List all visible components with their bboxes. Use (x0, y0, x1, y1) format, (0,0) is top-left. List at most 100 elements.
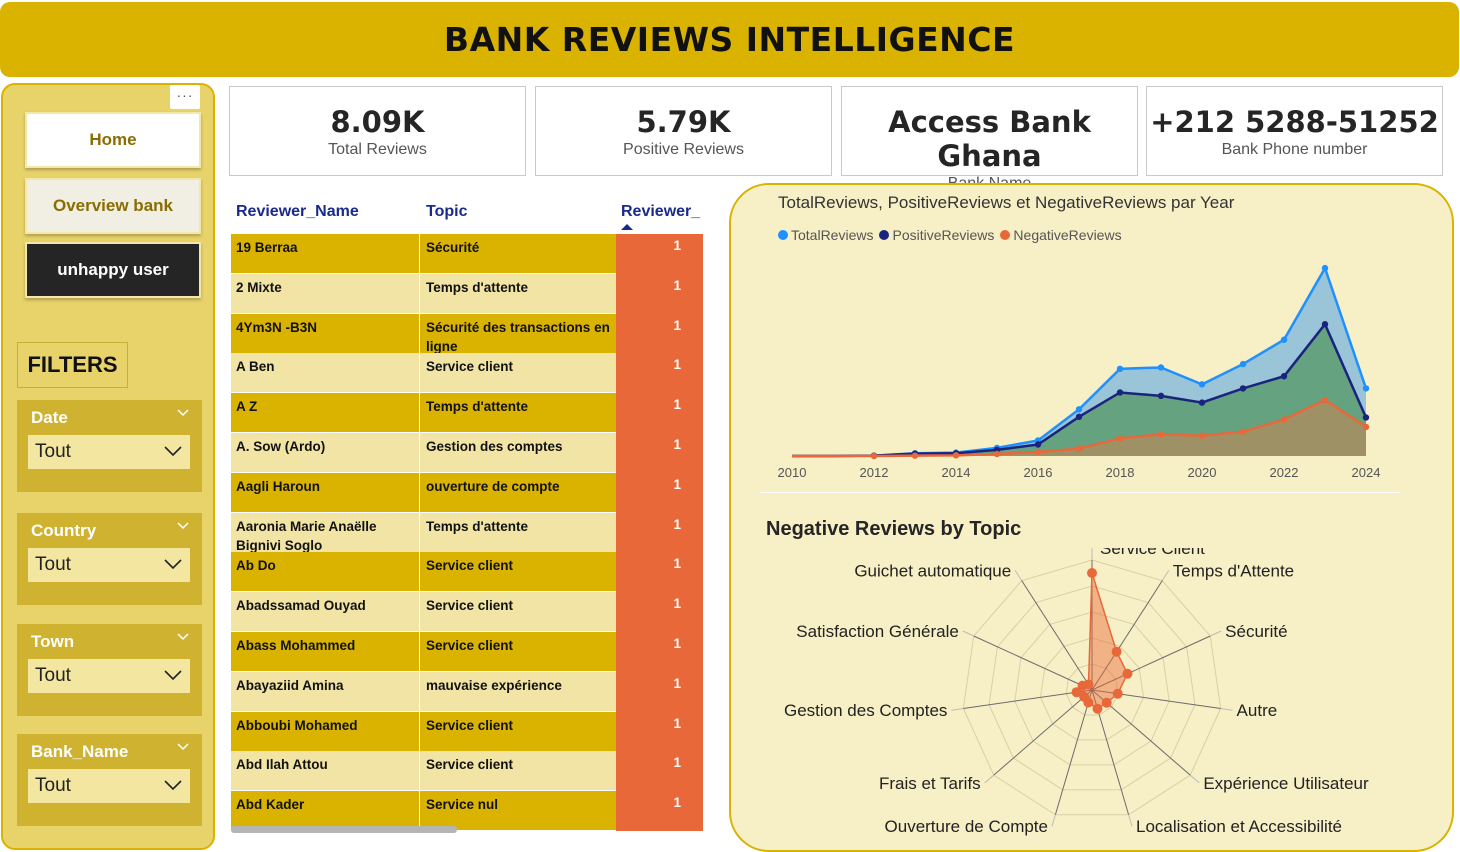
total-reviews-point[interactable] (1157, 364, 1165, 371)
x-tick-label: 2016 (1024, 465, 1053, 480)
radar-category-label: Sécurité (1225, 622, 1287, 641)
chevron-down-icon[interactable] (176, 630, 190, 644)
positive-reviews-point[interactable] (1239, 385, 1247, 392)
total-reviews-point[interactable] (1198, 381, 1206, 388)
chevron-down-icon (164, 670, 182, 681)
negative-reviews-point[interactable] (1321, 396, 1329, 404)
radar-point[interactable] (1092, 703, 1103, 714)
table-row[interactable]: 4Ym3N -B3N Sécurité des transactions en l… (231, 313, 703, 354)
negative-reviews-point[interactable] (1116, 435, 1124, 442)
sidebar: ··· Home Overview bank unhappy user FILT… (1, 83, 215, 850)
column-header-reviewer-name[interactable]: Reviewer_Name (236, 203, 359, 220)
radar-grid-ring (962, 559, 1222, 816)
cell-reviewer-count: 1 (616, 393, 703, 434)
negative-reviews-point[interactable] (870, 452, 878, 460)
positive-reviews-point[interactable] (1198, 399, 1206, 406)
sort-ascending-icon[interactable] (621, 224, 633, 230)
positive-reviews-point[interactable] (1321, 321, 1329, 328)
radar-label-leader (1210, 630, 1222, 637)
radar-label-leader (1161, 570, 1170, 581)
positive-reviews-point[interactable] (1116, 389, 1124, 396)
column-header-reviewer-count[interactable]: Reviewer_ (621, 203, 701, 220)
negative-reviews-point[interactable] (1034, 448, 1042, 456)
cell-topic: Sécurité (420, 234, 616, 274)
legend-item-positive[interactable]: PositiveReviews (879, 227, 994, 243)
table-row[interactable]: A Z Temps d'attente 1 (231, 393, 703, 434)
cell-reviewer-count: 1 (616, 273, 703, 314)
positive-reviews-point[interactable] (1157, 392, 1165, 400)
table-row[interactable]: 2 Mixte Temps d'attente 1 (231, 273, 703, 314)
table-row[interactable]: Ab Do Service client 1 (231, 552, 703, 593)
radar-point[interactable] (1111, 646, 1122, 657)
radar-spoke (1021, 580, 1093, 691)
town-select[interactable]: Tout (28, 659, 190, 693)
cell-topic: Temps d'attente (420, 512, 616, 553)
radar-point[interactable] (1083, 679, 1094, 690)
positive-reviews-point[interactable] (1075, 413, 1083, 420)
positive-reviews-point[interactable] (1034, 441, 1042, 448)
radar-point[interactable] (1112, 688, 1123, 699)
horizontal-scrollbar[interactable] (231, 826, 457, 833)
table-row[interactable]: Abass Mohammed Service client 1 (231, 632, 703, 672)
bank-name-select[interactable]: Tout (28, 769, 190, 803)
country-select[interactable]: Tout (28, 548, 190, 582)
radar-point[interactable] (1087, 568, 1097, 578)
cell-reviewer-name: A Z (231, 393, 420, 434)
table-row[interactable]: Abd Kader Service nul 1 (231, 791, 703, 832)
table-row[interactable]: Abayaziid Amina mauvaise expérience 1 (231, 671, 703, 712)
chevron-down-icon[interactable] (176, 519, 190, 533)
negative-reviews-point[interactable] (993, 450, 1001, 458)
total-reviews-point[interactable] (1239, 360, 1247, 368)
positive-reviews-point[interactable] (1362, 414, 1370, 421)
negative-reviews-point[interactable] (952, 452, 960, 459)
table-row[interactable]: Aagli Haroun ouverture de compte 1 (231, 472, 703, 513)
table-row[interactable]: A Ben Service client 1 (231, 353, 703, 394)
table-row[interactable]: Abboubi Mohamed Service client 1 (231, 711, 703, 752)
legend-dot-icon (1000, 230, 1011, 240)
negative-reviews-point[interactable] (1198, 432, 1206, 439)
table-row[interactable]: Abd Ilah Attou Service client 1 (231, 751, 703, 792)
radar-label-leader (984, 774, 995, 784)
negative-reviews-point[interactable] (1362, 423, 1370, 431)
positive-reviews-point[interactable] (1280, 373, 1288, 380)
radar-point[interactable] (1079, 691, 1090, 702)
more-options-icon[interactable]: ··· (170, 85, 200, 109)
total-reviews-point[interactable] (1321, 264, 1329, 272)
negative-reviews-point[interactable] (1157, 431, 1165, 438)
radar-point[interactable] (1071, 687, 1082, 698)
x-tick-label: 2024 (1352, 465, 1381, 480)
radar-point[interactable] (1101, 697, 1112, 708)
chevron-down-icon[interactable] (176, 740, 190, 754)
table-row[interactable]: 19 Berraa Sécurité 1 (231, 234, 703, 274)
total-reviews-point[interactable] (1116, 365, 1124, 373)
cell-topic: Service client (420, 552, 616, 593)
legend-item-negative[interactable]: NegativeReviews (1000, 227, 1122, 243)
reviewers-table: Reviewer_Name Topic Reviewer_ 19 Berraa S… (231, 194, 703, 834)
cell-reviewer-count: 1 (616, 353, 703, 394)
overview-bank-button[interactable]: Overview bank (25, 178, 201, 234)
table-row[interactable]: Abadssamad Ouyad Service client 1 (231, 592, 703, 633)
column-header-topic[interactable]: Topic (426, 203, 468, 220)
negative-reviews-point[interactable] (1075, 445, 1083, 452)
radar-point[interactable] (1122, 668, 1133, 679)
table-row[interactable]: Aaronia Marie Anaëlle Bignivi Soglo Temps… (231, 512, 703, 553)
cell-reviewer-name: Abd Ilah Attou (231, 751, 420, 792)
table-row[interactable]: A. Sow (Ardo) Gestion des comptes 1 (231, 433, 703, 473)
cell-reviewer-count: 1 (616, 552, 703, 593)
reviews-per-year-area-chart[interactable]: 2010 2012 2014 2016 2018 2020 2022 2024 (760, 250, 1400, 490)
cell-reviewer-name: Aaronia Marie Anaëlle Bignivi Soglo (231, 512, 420, 553)
radar-label-leader (1051, 814, 1056, 827)
chevron-down-icon[interactable] (176, 406, 190, 420)
legend-item-total[interactable]: TotalReviews (778, 227, 873, 243)
total-reviews-point[interactable] (1362, 385, 1370, 392)
filter-label: Country (31, 521, 97, 540)
total-reviews-point[interactable] (1280, 336, 1288, 343)
negative-reviews-radar-chart[interactable]: Service Client Temps d'Attente Sécurité Aut… (760, 548, 1440, 838)
home-button[interactable]: Home (25, 112, 201, 168)
date-select[interactable]: Tout (28, 435, 190, 469)
negative-reviews-point[interactable] (1239, 428, 1247, 435)
total-reviews-point[interactable] (1075, 406, 1083, 413)
unhappy-user-button[interactable]: unhappy user (25, 242, 201, 298)
negative-reviews-point[interactable] (911, 452, 919, 459)
negative-reviews-point[interactable] (1280, 416, 1288, 423)
